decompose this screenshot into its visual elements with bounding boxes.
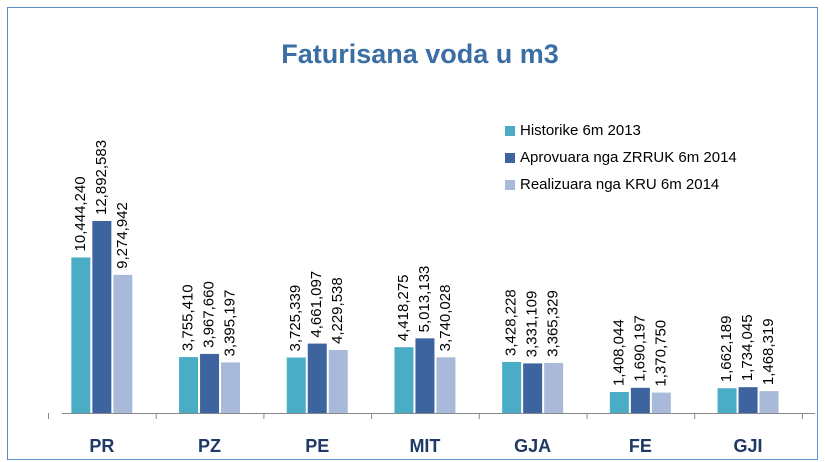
bar <box>759 391 779 413</box>
bar <box>544 362 564 413</box>
value-label: 1,734,045 <box>739 314 756 381</box>
value-label: 5,013,133 <box>416 266 433 333</box>
x-tick-label: PE <box>305 436 329 456</box>
bar <box>179 357 199 413</box>
bar <box>717 388 737 413</box>
bar <box>651 392 671 413</box>
x-tick-label: MIT <box>409 436 440 456</box>
value-label: 9,274,942 <box>114 202 131 269</box>
bar <box>630 387 650 413</box>
bar <box>221 362 241 413</box>
x-tick-label: GJA <box>514 436 551 456</box>
bar <box>502 361 522 413</box>
x-tick-label: PR <box>89 436 114 456</box>
legend-label: Aprovuara nga ZRRUK 6m 2014 <box>520 149 737 166</box>
bar <box>328 350 348 413</box>
value-label: 4,661,097 <box>308 271 325 338</box>
bar <box>200 353 220 413</box>
x-tick-label: PZ <box>198 436 221 456</box>
bar <box>523 363 543 413</box>
bar <box>113 274 133 413</box>
value-label: 4,418,275 <box>395 274 412 341</box>
legend-swatch <box>505 153 515 163</box>
bar <box>436 357 456 413</box>
value-label: 12,892,583 <box>93 140 110 215</box>
value-label: 3,725,339 <box>287 285 304 352</box>
value-label: 3,331,109 <box>524 291 541 358</box>
bar <box>609 392 629 413</box>
legend-swatch <box>505 180 515 190</box>
value-label: 1,370,750 <box>652 320 669 387</box>
legend-label: Historike 6m 2013 <box>520 122 641 139</box>
value-label: 3,395,197 <box>222 290 239 357</box>
value-label: 3,755,410 <box>180 284 197 351</box>
value-label: 1,468,319 <box>760 318 777 385</box>
bar <box>415 338 435 413</box>
value-label: 3,365,329 <box>545 290 562 357</box>
bar <box>71 257 91 413</box>
x-tick-label: FE <box>629 436 652 456</box>
bar <box>307 343 327 413</box>
value-label: 1,408,044 <box>610 319 627 386</box>
bar <box>738 387 758 413</box>
x-tick-label: GJI <box>734 436 763 456</box>
legend-swatch <box>505 126 515 136</box>
value-label: 3,428,228 <box>503 289 520 356</box>
chart-title: Faturisana voda u m3 <box>281 39 559 69</box>
bar <box>394 347 414 413</box>
legend-label: Realizuara nga KRU 6m 2014 <box>520 176 719 193</box>
value-label: 3,740,028 <box>437 285 454 352</box>
value-label: 4,229,538 <box>329 277 346 344</box>
bar <box>92 221 112 413</box>
value-label: 10,444,240 <box>72 176 89 251</box>
value-label: 1,690,197 <box>631 315 648 382</box>
value-label: 1,662,189 <box>718 316 735 383</box>
bar <box>286 357 306 413</box>
value-label: 3,967,660 <box>201 281 218 348</box>
